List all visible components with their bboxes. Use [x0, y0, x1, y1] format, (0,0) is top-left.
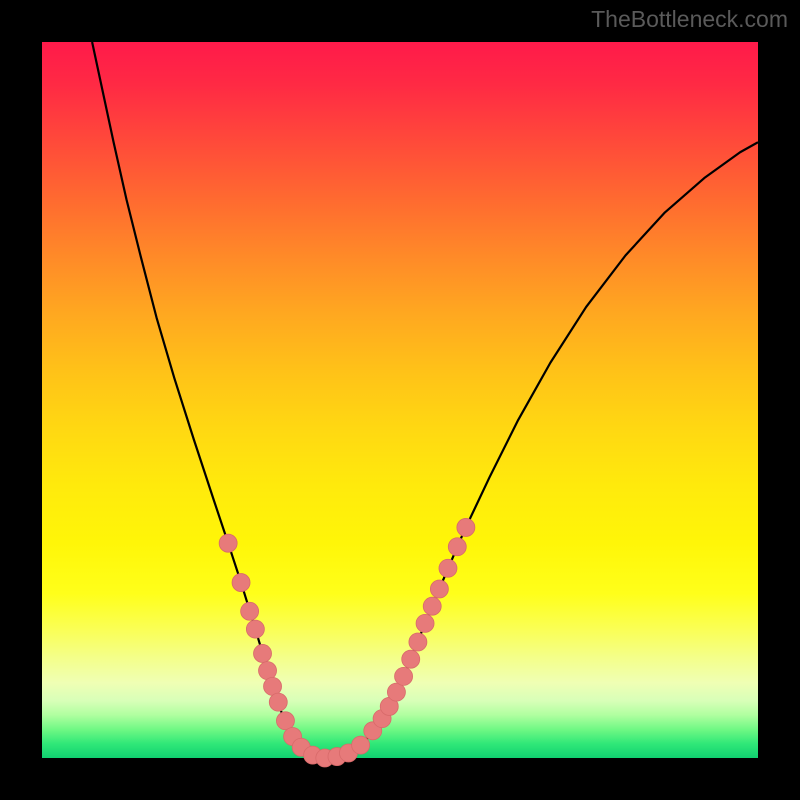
data-point	[430, 580, 448, 598]
data-point	[246, 620, 264, 638]
data-point	[264, 677, 282, 695]
data-point	[409, 633, 427, 651]
data-point	[387, 683, 405, 701]
data-point	[352, 736, 370, 754]
data-point	[269, 693, 287, 711]
data-point	[457, 518, 475, 536]
watermark-text: TheBottleneck.com	[591, 6, 788, 33]
bottleneck-v-curve-chart	[0, 0, 800, 800]
data-point	[259, 662, 277, 680]
data-point	[254, 644, 272, 662]
chart-container: TheBottleneck.com	[0, 0, 800, 800]
data-point	[241, 602, 259, 620]
data-point	[423, 597, 441, 615]
data-point	[448, 538, 466, 556]
data-point	[416, 614, 434, 632]
data-point	[219, 534, 237, 552]
data-point	[276, 712, 294, 730]
data-point	[232, 574, 250, 592]
plot-background	[42, 42, 758, 758]
data-point	[402, 650, 420, 668]
data-point	[439, 559, 457, 577]
data-point	[395, 667, 413, 685]
